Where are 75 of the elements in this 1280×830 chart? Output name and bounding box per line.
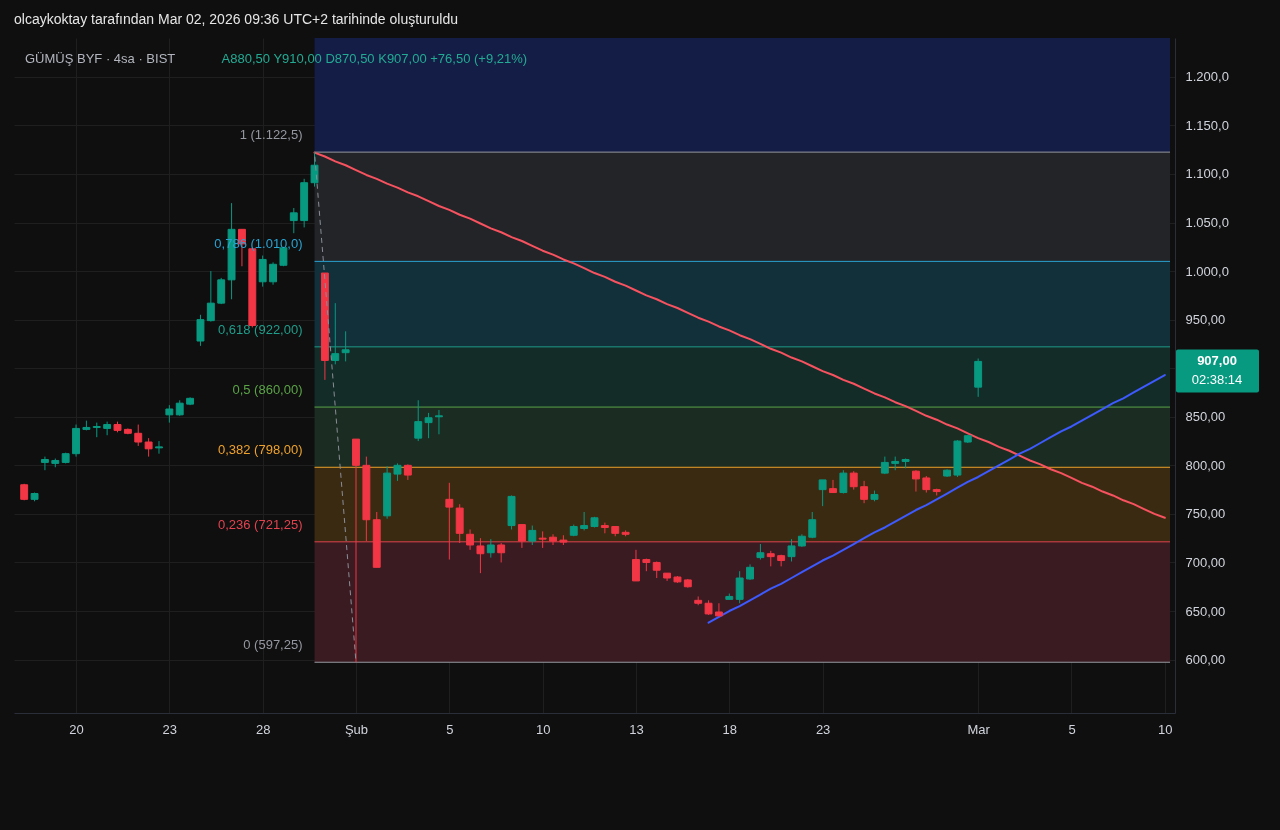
y-tick-label: 800,00 bbox=[1185, 457, 1226, 473]
x-tick-label: 28 bbox=[255, 721, 271, 737]
ref-line-label: 1 (1.122,5) bbox=[239, 127, 303, 143]
y-tick-label: 1.050,0 bbox=[1185, 215, 1229, 231]
y-tick-label: 1.100,0 bbox=[1185, 166, 1229, 182]
text: 02:38:14 bbox=[1191, 372, 1243, 388]
candlestick bbox=[714, 602, 723, 617]
candlestick bbox=[155, 440, 163, 455]
x-tick-label: 18 bbox=[722, 721, 738, 737]
line-series bbox=[707, 374, 1166, 624]
ref-line-label: 0,382 (798,00) bbox=[217, 442, 303, 458]
text: GÜMÜŞ BYF · 4sa · BIST bbox=[25, 51, 176, 66]
candlestick bbox=[466, 528, 475, 551]
x-tick-label: 20 bbox=[69, 721, 84, 737]
x-tick-label: 13 bbox=[629, 721, 644, 737]
candlestick bbox=[310, 151, 319, 188]
x-tick-label: 10 bbox=[535, 721, 551, 737]
text: 907,00 bbox=[1197, 353, 1237, 369]
candlestick bbox=[912, 469, 920, 493]
candlestick bbox=[258, 255, 267, 288]
candlestick bbox=[497, 542, 506, 563]
candlestick bbox=[600, 522, 609, 534]
x-tick-label: Şub bbox=[344, 721, 369, 737]
candlestick bbox=[196, 314, 205, 347]
x-tick-label: 5 bbox=[1068, 721, 1076, 737]
candlestick bbox=[849, 470, 858, 491]
text: A880,50 Y910,00 D870,50 K907,00 +76,50 (+9,21%) bbox=[221, 51, 528, 66]
candlestick bbox=[839, 469, 848, 494]
x-tick-label: 23 bbox=[815, 721, 831, 737]
candlestick bbox=[40, 456, 49, 471]
candlestick bbox=[517, 524, 526, 549]
y-tick-label: 750,00 bbox=[1185, 506, 1226, 522]
candlestick bbox=[134, 424, 143, 447]
candlestick bbox=[808, 511, 817, 539]
candlestick bbox=[549, 533, 557, 546]
candlestick bbox=[476, 537, 485, 574]
candlestick bbox=[217, 277, 226, 305]
x-tick-label: 10 bbox=[1158, 721, 1173, 737]
candlestick bbox=[144, 437, 153, 458]
ref-line-label: 0,5 (860,00) bbox=[232, 382, 303, 398]
y-tick-label: 600,00 bbox=[1185, 652, 1226, 668]
candlestick bbox=[860, 480, 869, 504]
candlestick bbox=[331, 302, 340, 365]
candlestick bbox=[632, 549, 640, 582]
candlestick bbox=[486, 538, 495, 559]
candlestick bbox=[289, 207, 298, 234]
candlestick bbox=[735, 570, 744, 604]
candlestick bbox=[341, 330, 350, 362]
y-tick-label: 950,00 bbox=[1185, 312, 1226, 328]
y-tick-label: 850,00 bbox=[1185, 409, 1226, 425]
x-tick-label: Mar bbox=[967, 721, 991, 737]
ref-line-label: 0,618 (922,00) bbox=[217, 321, 303, 337]
text: olcaykoktay tarafından Mar 02, 2026 09:36 UTC+2 tarihinde oluşturuldu bbox=[14, 11, 458, 27]
candlestick bbox=[829, 479, 837, 494]
candlestick bbox=[103, 421, 112, 436]
candlestick bbox=[787, 538, 796, 562]
candlestick bbox=[424, 412, 433, 439]
y-tick-label: 1.200,0 bbox=[1185, 69, 1229, 85]
candlestick bbox=[580, 511, 589, 531]
candlestick bbox=[818, 479, 827, 507]
ref-line-label: 0 (597,25) bbox=[243, 637, 303, 653]
candlestick bbox=[435, 409, 443, 435]
y-tick-label: 1.000,0 bbox=[1185, 263, 1229, 279]
x-tick-label: 23 bbox=[162, 721, 178, 737]
y-tick-label: 700,00 bbox=[1185, 554, 1226, 570]
line-series bbox=[313, 151, 1166, 519]
candlestick bbox=[445, 482, 454, 561]
x-tick-label: 5 bbox=[446, 721, 454, 737]
candlestick bbox=[528, 525, 537, 546]
y-tick-label: 1.150,0 bbox=[1185, 117, 1229, 133]
candlestick bbox=[269, 261, 277, 286]
y-tick-label: 650,00 bbox=[1185, 603, 1226, 619]
candlestick bbox=[414, 399, 423, 442]
candlestick bbox=[206, 270, 215, 323]
ref-line-label: 0,236 (721,25) bbox=[217, 516, 303, 532]
